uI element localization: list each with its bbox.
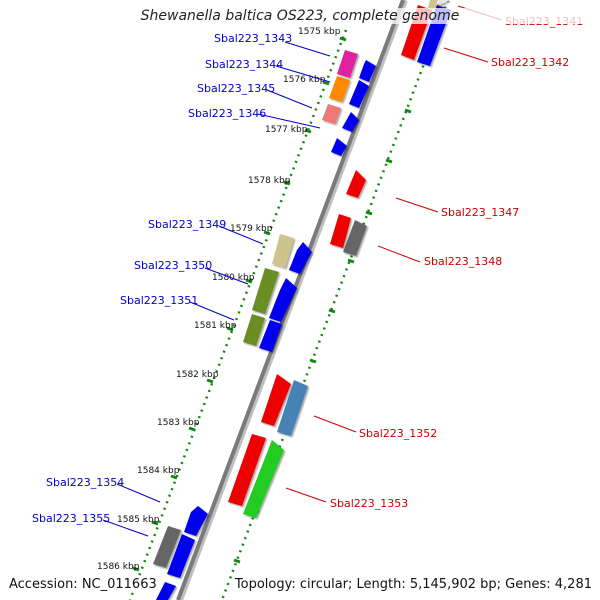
tick-label: 1584 kbp [137, 466, 180, 476]
connector-line [218, 225, 264, 245]
gene-sbal223-1351-arrow[interactable] [259, 320, 282, 352]
label-sbal223-1354[interactable]: Sbal223_1354 [46, 476, 124, 489]
label-sbal223-1351[interactable]: Sbal223_1351 [120, 294, 198, 307]
tick-label: 1581 kbp [194, 321, 237, 331]
gene-sbal223-1343-arrow[interactable] [359, 60, 376, 82]
gene-sbal223-1348-a[interactable] [330, 214, 351, 248]
tick-mark [245, 278, 253, 284]
right-gene-labels: Sbal223_1341 Sbal223_1342 Sbal223_1347 S… [330, 15, 583, 510]
connector-line [266, 89, 313, 109]
gene-sbal223-1352-red[interactable] [261, 374, 291, 426]
gene-sbal223-1343-left[interactable] [337, 50, 358, 78]
label-sbal223-1349[interactable]: Sbal223_1349 [148, 218, 226, 231]
gene-sbal223-1348-b[interactable] [343, 220, 367, 256]
tick-mark [206, 378, 214, 384]
connector-line [116, 483, 161, 503]
tick-mark [170, 474, 178, 480]
gene-sbal223-1355-blue[interactable] [167, 534, 195, 578]
tick-mark [322, 80, 330, 86]
gene-bottom-partial[interactable] [156, 582, 176, 600]
label-sbal223-1347[interactable]: Sbal223_1347 [441, 206, 519, 219]
gene-sbal223-1353-green[interactable] [243, 440, 284, 518]
connector-line [102, 519, 149, 537]
tick-mark [304, 128, 312, 134]
label-sbal223-1350[interactable]: Sbal223_1350 [134, 259, 212, 272]
label-sbal223-1344[interactable]: Sbal223_1344 [205, 58, 283, 71]
tick-mark [226, 326, 234, 332]
gene-sbal223-1349[interactable] [272, 234, 294, 268]
tick-labels: 1575 kbp 1576 kbp 1577 kbp 1578 kbp 1579… [97, 27, 341, 572]
tick-label: 1577 kbp [265, 125, 308, 135]
tick-mark [263, 230, 271, 236]
gene-sbal223-1347[interactable] [346, 170, 366, 198]
tick-mark [365, 210, 373, 216]
connector-line [257, 113, 321, 129]
genome-title: Shewanella baltica OS223, complete genom… [0, 8, 600, 24]
gene-sbal223-1341-top[interactable] [436, 0, 450, 4]
gene-sbal223-1350-arrow[interactable] [269, 278, 297, 322]
accession-text: Accession: NC_011663 [7, 577, 159, 592]
topology-text: Topology: circular; Length: 5,145,902 bp… [232, 577, 594, 592]
tick-mark [385, 158, 393, 164]
gene-sbal223-1355-gray[interactable] [153, 526, 181, 568]
gene-sbal223-1345[interactable] [322, 104, 341, 124]
tick-label: 1579 kbp [230, 224, 273, 234]
connector-line [204, 267, 249, 285]
left-label-connectors [102, 41, 331, 537]
tick-mark [283, 180, 291, 186]
right-tick-track [220, 0, 450, 600]
label-sbal223-1343[interactable]: Sbal223_1343 [214, 32, 292, 45]
connector-line [313, 415, 357, 433]
gene-sbal223-1354[interactable] [184, 506, 208, 536]
label-sbal223-1352[interactable]: Sbal223_1352 [359, 427, 437, 440]
label-sbal223-1353[interactable]: Sbal223_1353 [330, 497, 408, 510]
tick-label: 1585 kbp [117, 515, 160, 525]
tick-mark [339, 36, 347, 42]
label-sbal223-1342[interactable]: Sbal223_1342 [491, 56, 569, 69]
tick-label: 1575 kbp [298, 27, 341, 37]
tick-mark [151, 520, 159, 526]
connector-line [443, 47, 489, 63]
tick-mark [404, 108, 412, 114]
tick-label: 1582 kbp [176, 370, 219, 380]
tick-label: 1586 kbp [97, 562, 140, 572]
gene-sbal223-1344[interactable] [329, 76, 350, 102]
tick-mark [347, 258, 355, 264]
connector-line [284, 41, 331, 57]
tick-label: 1576 kbp [283, 75, 326, 85]
label-sbal223-1345[interactable]: Sbal223_1345 [197, 82, 275, 95]
gene-sbal223-1350[interactable] [252, 268, 279, 314]
label-sbal223-1348[interactable]: Sbal223_1348 [424, 255, 502, 268]
tick-mark [132, 566, 140, 572]
label-sbal223-1355[interactable]: Sbal223_1355 [32, 512, 110, 525]
tick-label: 1580 kbp [212, 273, 255, 283]
tick-mark [188, 426, 196, 432]
gene-sbal223-1351[interactable] [243, 314, 265, 346]
gene-sbal223-1346[interactable] [331, 138, 347, 156]
left-gene-labels: Sbal223_1343 Sbal223_1344 Sbal223_1345 S… [32, 32, 292, 525]
tick-marks [132, 36, 347, 572]
connector-line [395, 197, 439, 213]
gene-sbal223-1352-blue[interactable] [277, 380, 308, 436]
connector-line [285, 487, 327, 503]
tick-label: 1583 kbp [157, 418, 200, 428]
gene-sbal223-1353-red[interactable] [228, 434, 266, 506]
tick-mark [233, 558, 241, 564]
tick-mark [328, 308, 336, 314]
connector-line [275, 65, 331, 83]
gene-sbal223-1345-arrow[interactable] [342, 112, 359, 132]
gene-sbal223-1344-arrow[interactable] [349, 80, 369, 108]
connector-line [377, 245, 421, 263]
gene-sbal223-1349-arrow[interactable] [289, 242, 312, 274]
tick-mark [309, 358, 317, 364]
connector-line [189, 301, 235, 321]
tick-label: 1578 kbp [248, 176, 291, 186]
label-sbal223-1346[interactable]: Sbal223_1346 [188, 107, 266, 120]
